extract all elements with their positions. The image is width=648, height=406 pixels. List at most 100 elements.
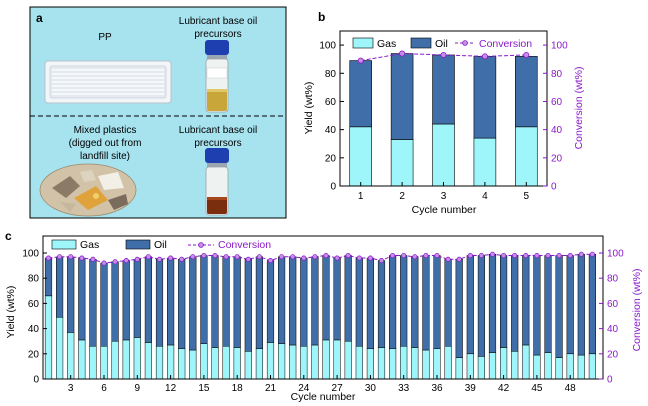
gas-bar: [349, 126, 372, 187]
oil-bar: [432, 54, 455, 125]
x-tick-label: 24: [298, 383, 310, 394]
panel-b-x-axis: 1 2 3 4 5: [358, 182, 530, 202]
oil-bar: [377, 260, 386, 348]
x-tick-label: 18: [232, 383, 244, 394]
conversion-point: [290, 254, 296, 260]
oil-bar: [566, 255, 574, 355]
panel-b-y-axis: 0 20 40 60 80 100: [319, 41, 344, 193]
gas-bar: [477, 356, 485, 380]
conversion-point: [399, 50, 406, 57]
conversion-point: [245, 256, 251, 262]
gas-bar: [289, 344, 297, 380]
oil-bar: [155, 259, 164, 347]
gas-bar: [189, 349, 197, 380]
gas-bar: [511, 351, 519, 380]
gas-bar: [355, 345, 363, 380]
conversion-point: [545, 252, 551, 259]
panel-b-ylabel: Yield (wt%): [303, 82, 315, 135]
oil-bar: [366, 257, 374, 350]
panel-b-legend: Gas Oil Conversion: [352, 37, 532, 50]
y-tick-label: 100: [22, 249, 39, 260]
legend-gas-swatch: [352, 37, 374, 49]
conversion-point: [367, 255, 373, 261]
y2-tick-label: 20: [551, 153, 563, 164]
panel-c-bars: [44, 254, 596, 380]
oil-bar: [266, 260, 275, 343]
oil-bar: [390, 53, 414, 140]
panel-c-conversion-line: [45, 251, 595, 266]
oil-bar: [333, 257, 341, 341]
oil-bar: [411, 256, 419, 348]
gas-bar: [488, 352, 497, 380]
conversion-point: [57, 254, 63, 260]
conversion-point: [512, 252, 518, 259]
x-tick-label: 36: [431, 383, 443, 394]
gas-bar: [89, 345, 97, 380]
panel-a: a PP Lubricant base oil precursors Mixed…: [29, 6, 287, 219]
gas-bar: [389, 348, 397, 380]
oil-bar: [588, 254, 596, 355]
oil-bar: [244, 259, 252, 352]
legend-oil-swatch: [410, 37, 432, 49]
gas-bar: [78, 339, 86, 380]
oil-bar: [44, 257, 53, 297]
oil-bar: [533, 255, 541, 356]
oil-bar: [389, 255, 397, 350]
conversion-point: [412, 254, 418, 260]
vial-icon-bottom: [205, 148, 229, 216]
conversion-point: [534, 252, 540, 259]
oil-bar: [100, 262, 108, 347]
panel-c-x-axis: 3 6 9 12 15 18 21 24 27 30 33 36 39 42 45 48: [68, 375, 576, 394]
oil-bar: [555, 255, 563, 358]
x-tick-label: 15: [198, 383, 210, 394]
legend-gas-swatch: [51, 239, 77, 250]
conversion-point: [378, 258, 385, 264]
gas-bar: [178, 348, 186, 380]
vial-icon-top: [205, 40, 229, 113]
conversion-point: [481, 53, 488, 60]
x-tick-label: 2: [399, 191, 405, 202]
oil-bar: [122, 260, 130, 341]
conversion-point: [390, 252, 396, 259]
conversion-point: [301, 255, 307, 261]
legend-conversion-marker: [198, 242, 204, 248]
panel-b-conversion-line: [357, 50, 530, 64]
conversion-point: [589, 251, 595, 257]
y2-tick-label: 20: [607, 349, 619, 360]
conversion-point: [223, 254, 229, 260]
x-tick-label: 3: [68, 383, 74, 394]
conversion-point: [101, 260, 107, 266]
legend-oil-label: Oil: [154, 239, 167, 251]
gas-bar: [400, 345, 408, 380]
conversion-point: [234, 254, 240, 260]
conversion-point: [501, 252, 507, 259]
conversion-point: [68, 254, 74, 260]
oil-bar: [515, 56, 538, 128]
pp-tray-image: [44, 60, 172, 104]
panel-c-legend: Gas Oil Conversion: [51, 239, 271, 251]
gas-bar: [432, 123, 455, 187]
conversion-point: [256, 254, 262, 260]
gas-bar: [344, 340, 352, 380]
conversion-point: [112, 259, 118, 265]
gas-bar: [122, 339, 130, 380]
y-tick-label: 80: [325, 69, 337, 80]
oil-bar: [349, 60, 372, 128]
gas-bar: [333, 339, 341, 380]
oil-bar: [444, 259, 452, 347]
conversion-point: [134, 256, 140, 262]
y-tick-label: 20: [28, 349, 40, 360]
conversion-point: [312, 254, 318, 260]
conversion-point: [179, 256, 185, 262]
conversion-point: [523, 252, 529, 259]
conversion-point: [145, 254, 151, 260]
legend-oil-label: Oil: [435, 38, 448, 50]
conversion-point: [456, 256, 462, 262]
mixed-plastics-image: [39, 163, 137, 217]
gas-bar: [44, 295, 53, 380]
conversion-point: [212, 252, 218, 259]
panel-b-y2label: Conversion (wt%): [573, 67, 585, 150]
conversion-point: [279, 254, 285, 260]
